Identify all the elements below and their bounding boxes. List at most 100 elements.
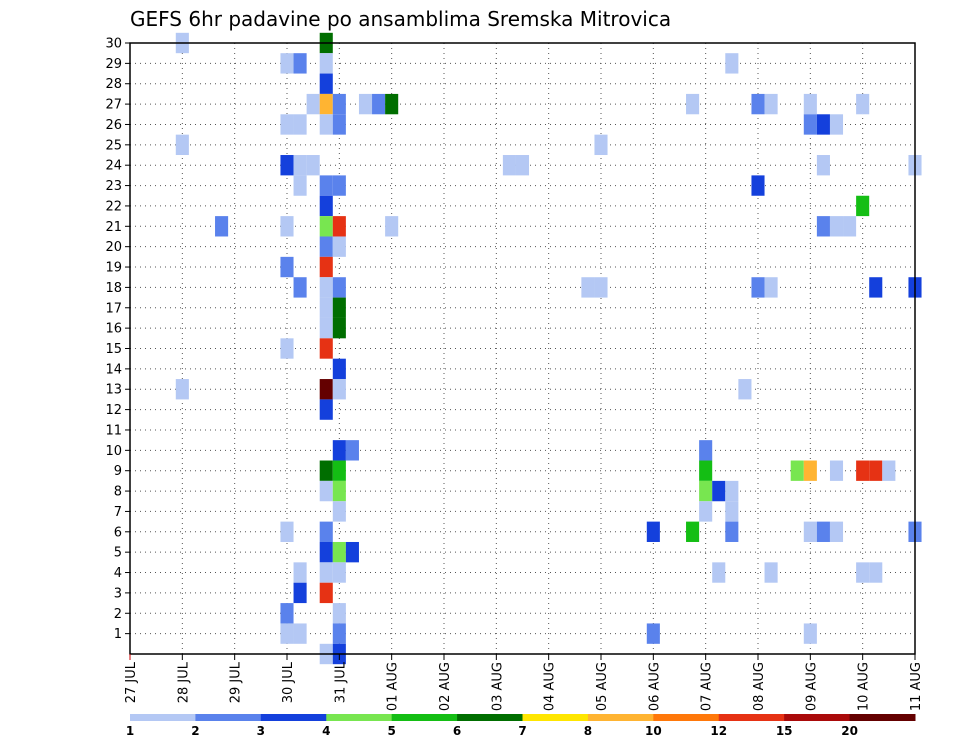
heatmap-cell bbox=[803, 93, 817, 115]
y-tick-label: 9 bbox=[114, 464, 122, 479]
x-tick-label: 07 AUG bbox=[700, 662, 715, 711]
heatmap-cell bbox=[803, 114, 817, 135]
heatmap-cell bbox=[345, 440, 359, 461]
heatmap-cell bbox=[293, 582, 307, 604]
heatmap-cell bbox=[790, 460, 804, 481]
y-tick-label: 24 bbox=[105, 159, 122, 174]
heatmap-cell bbox=[856, 562, 870, 583]
heatmap-cell bbox=[738, 379, 752, 400]
y-tick-label: 8 bbox=[114, 485, 122, 500]
heatmap-cell bbox=[869, 460, 883, 481]
colorbar-label: 1 bbox=[126, 724, 134, 738]
heatmap-cell bbox=[332, 175, 346, 196]
heatmap-cell bbox=[358, 93, 373, 115]
heatmap-cell bbox=[319, 480, 333, 502]
heatmap-cell bbox=[856, 460, 870, 481]
heatmap-cell bbox=[856, 195, 870, 217]
y-tick-label: 15 bbox=[105, 342, 122, 357]
heatmap-cell bbox=[319, 399, 333, 420]
x-tick-label: 04 AUG bbox=[543, 662, 558, 711]
y-tick-label: 19 bbox=[105, 261, 122, 276]
heatmap-cell bbox=[332, 236, 346, 257]
heatmap-cell bbox=[319, 53, 333, 74]
heatmap-cell bbox=[725, 501, 739, 522]
heatmap-cell bbox=[803, 623, 817, 644]
heatmap-cell bbox=[293, 623, 307, 644]
x-tick-label: 01 AUG bbox=[386, 662, 401, 711]
heatmap-cell bbox=[319, 338, 333, 359]
x-tick-label: 28 JUL bbox=[176, 661, 191, 703]
y-tick-label: 10 bbox=[105, 444, 122, 459]
heatmap-cell bbox=[280, 623, 294, 644]
heatmap-cell bbox=[319, 73, 333, 94]
heatmap-cell bbox=[751, 93, 765, 115]
colorbar-swatch bbox=[849, 714, 916, 721]
colorbar-swatch bbox=[326, 714, 393, 721]
heatmap-cell bbox=[332, 480, 346, 502]
y-tick-label: 22 bbox=[105, 199, 122, 214]
y-tick-label: 25 bbox=[105, 138, 122, 153]
heatmap-cell bbox=[829, 114, 844, 135]
heatmap-cell bbox=[293, 562, 307, 583]
heatmap-cell bbox=[293, 155, 307, 176]
heatmap-cell bbox=[175, 379, 189, 400]
x-tick-label: 05 AUG bbox=[595, 662, 610, 711]
heatmap-cell bbox=[319, 562, 333, 583]
heatmap-cell bbox=[646, 623, 660, 644]
heatmap-cell bbox=[319, 317, 333, 339]
heatmap-cell bbox=[293, 114, 307, 135]
y-tick-label: 20 bbox=[105, 240, 122, 255]
colorbar-swatch bbox=[195, 714, 262, 721]
y-tick-label: 11 bbox=[105, 423, 122, 438]
y-tick-label: 4 bbox=[114, 566, 122, 581]
colorbar-label: 12 bbox=[710, 724, 727, 738]
heatmap-cell bbox=[215, 216, 229, 237]
x-tick-label: 09 AUG bbox=[804, 662, 819, 711]
colorbar-swatch bbox=[784, 714, 851, 721]
y-tick-label: 28 bbox=[105, 77, 122, 92]
heatmap-cell bbox=[712, 480, 726, 502]
heatmap-cell bbox=[306, 93, 320, 115]
heatmap-cell bbox=[882, 460, 896, 481]
colorbar-swatch bbox=[391, 714, 458, 721]
y-tick-label: 12 bbox=[105, 403, 122, 418]
heatmap-cell bbox=[385, 93, 399, 115]
heatmap-cell bbox=[502, 155, 516, 176]
heatmap-cell bbox=[280, 216, 294, 237]
heatmap-cell bbox=[332, 277, 346, 298]
x-axis-ticks: 27 JUL 28 JUL 29 JUL 30 JUL 31 JUL 01 AUG 02 A… bbox=[124, 654, 924, 711]
heatmap-cell bbox=[280, 521, 294, 542]
heatmap-cell bbox=[764, 277, 778, 298]
y-tick-label: 3 bbox=[114, 586, 122, 601]
heatmap-cell bbox=[319, 236, 333, 257]
colorbar-label: 10 bbox=[645, 724, 662, 738]
heatmap-cell bbox=[319, 379, 333, 400]
y-tick-label: 13 bbox=[105, 383, 122, 398]
colorbar-label: 7 bbox=[518, 724, 526, 738]
colorbar-label: 3 bbox=[257, 724, 265, 738]
y-tick-label: 21 bbox=[105, 220, 122, 235]
heatmap-cell bbox=[856, 93, 870, 115]
colorbar-label: 5 bbox=[387, 724, 395, 738]
colorbar-swatch bbox=[653, 714, 720, 721]
x-tick-label: 31 JUL bbox=[333, 661, 348, 703]
heatmap-cell bbox=[319, 256, 333, 278]
heatmap-cell bbox=[332, 379, 346, 400]
heatmap-cell bbox=[175, 134, 189, 156]
heatmap-cell bbox=[332, 440, 346, 461]
heatmap-cell bbox=[699, 501, 713, 522]
x-tick-label: 03 AUG bbox=[490, 662, 505, 711]
heatmap-cell bbox=[319, 114, 333, 135]
heatmap-cell bbox=[764, 93, 778, 115]
heatmap-cell bbox=[699, 480, 713, 502]
colorbar-label: 2 bbox=[191, 724, 199, 738]
heatmap-cell bbox=[372, 93, 386, 115]
heatmap-cell bbox=[280, 603, 294, 624]
heatmap-cell bbox=[319, 582, 333, 604]
heatmap-cell bbox=[385, 216, 399, 237]
colorbar-swatch bbox=[260, 714, 327, 721]
heatmap-cell bbox=[332, 317, 346, 339]
x-tick-label: 29 JUL bbox=[229, 661, 244, 703]
heatmap-cell bbox=[843, 216, 857, 237]
heatmap-cell bbox=[725, 53, 739, 74]
